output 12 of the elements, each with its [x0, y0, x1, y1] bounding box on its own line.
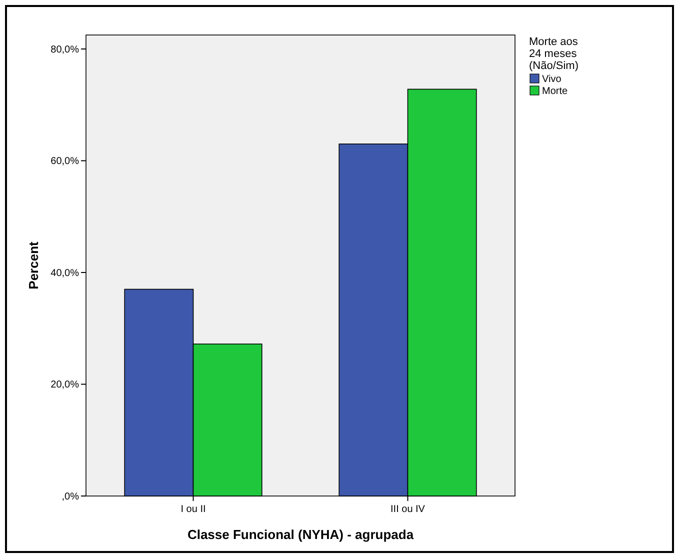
legend-label: Vivo	[542, 74, 562, 85]
x-tick-label: I ou II	[180, 504, 206, 515]
x-axis-title: Classe Funcional (NYHA) - agrupada	[187, 527, 414, 542]
legend-title: Morte aos 24 meses (Não/Sim)	[529, 36, 579, 72]
x-tick-label: III ou IV	[390, 504, 426, 515]
y-tick-label: ,0%	[62, 492, 80, 502]
y-tick-label: 20,0%	[50, 380, 80, 391]
y-tick-label: 80,0%	[50, 44, 80, 56]
legend-label: Morte	[542, 86, 568, 97]
y-axis-title: Percent	[26, 240, 41, 290]
y-tick-label: 40,0%	[50, 268, 80, 279]
y-tick-label: 60,0%	[50, 156, 80, 168]
